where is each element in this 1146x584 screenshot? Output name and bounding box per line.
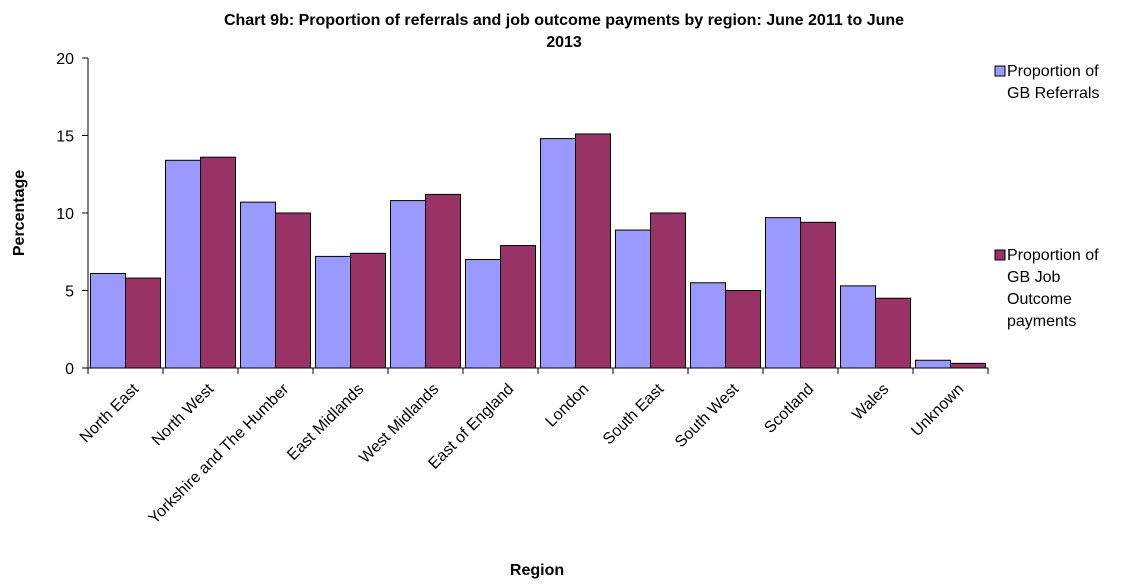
legend: Proportion of GB Referrals Proportion of GB… (994, 63, 1099, 330)
bar-series-1-north-west (165, 159, 201, 369)
x-tick-label: Unknown (908, 381, 967, 440)
bar-series-2-london (575, 133, 611, 369)
bar-series-1-north-east (90, 272, 126, 369)
y-tick-label: 15 (56, 129, 74, 146)
y-axis-title: Percentage (11, 170, 28, 256)
bar-series-2-south-east (650, 212, 686, 369)
x-tick-label: North West (149, 380, 218, 449)
x-tick-label: North East (77, 380, 143, 446)
bars-group (90, 133, 986, 369)
legend-label-2: Proportion of (1007, 247, 1099, 264)
y-tick-label: 10 (56, 206, 74, 223)
x-axis-title: Region (510, 562, 564, 579)
bar-series-1-unknown (915, 359, 951, 369)
chart-title-line-1: Chart 9b: Proportion of referrals and jo… (224, 12, 904, 29)
bar-series-2-west-midlands (425, 193, 461, 369)
bar-series-2-east-midlands (350, 252, 386, 369)
bar-series-2-north-west (200, 156, 236, 369)
legend-label-2: GB Job (1007, 269, 1060, 286)
x-tick-label: East Midlands (284, 381, 367, 464)
legend-label-2: payments (1007, 313, 1076, 330)
bar-series-2-south-west (725, 290, 761, 369)
y-tick-label: 5 (65, 284, 74, 301)
legend-label-1: GB Referrals (1007, 85, 1099, 102)
bar-series-1-east-of-england (465, 259, 501, 369)
x-tick-label: Scotland (761, 381, 817, 437)
legend-swatch-1 (994, 65, 1006, 77)
bar-series-2-wales (875, 297, 911, 369)
y-ticks-group: 0 5 10 15 20 (56, 51, 88, 378)
x-tick-label: Yorkshire and The Humber (146, 380, 293, 527)
bar-series-1-wales (840, 285, 876, 369)
bar-series-2-yorkshire-and-the-humber (275, 212, 311, 369)
x-tick-label: South West (672, 380, 743, 451)
bar-series-1-south-west (690, 282, 726, 369)
bar-series-2-north-east (125, 277, 161, 369)
bar-series-1-west-midlands (390, 200, 426, 369)
chart-title-line-2: 2013 (546, 34, 582, 51)
bar-series-2-scotland (800, 221, 836, 369)
x-tick-label: Wales (849, 381, 892, 424)
legend-label-1: Proportion of (1007, 63, 1099, 80)
y-tick-label: 0 (65, 361, 74, 378)
y-tick-label: 20 (56, 51, 74, 68)
bar-series-1-south-east (615, 229, 651, 369)
bar-series-2-unknown (950, 362, 986, 369)
legend-label-2: Outcome (1007, 291, 1072, 308)
x-tick-label: London (543, 381, 593, 431)
bar-series-2-east-of-england (500, 245, 536, 369)
x-tick-label: South East (600, 380, 668, 448)
bar-series-1-east-midlands (315, 255, 351, 369)
bar-series-1-yorkshire-and-the-humber (240, 201, 276, 369)
bar-series-1-scotland (765, 217, 801, 369)
bar-series-1-london (540, 138, 576, 369)
x-tick-label: West Midlands (356, 381, 442, 467)
legend-swatch-2 (994, 249, 1006, 261)
